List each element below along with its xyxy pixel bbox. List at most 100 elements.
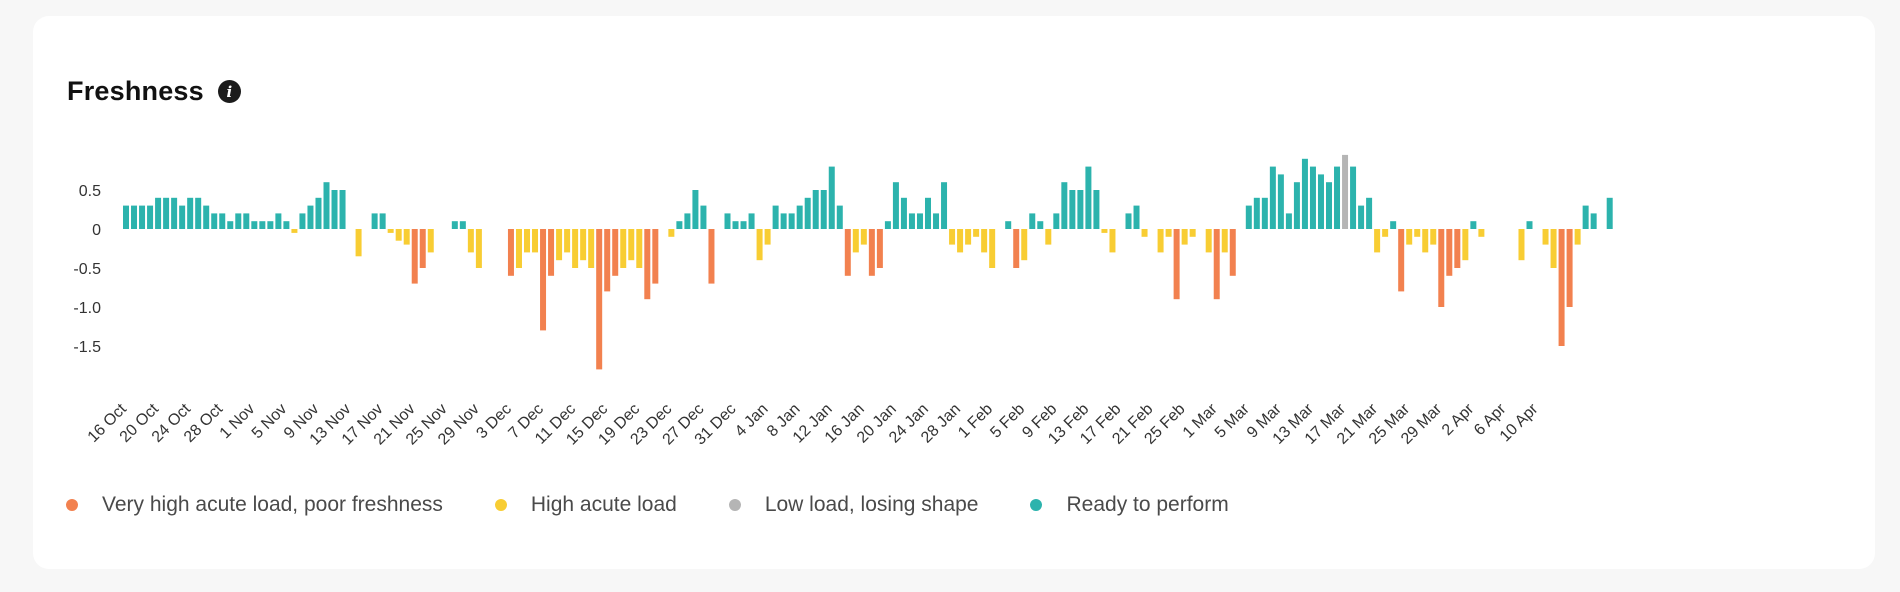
bar-ready[interactable]	[925, 197, 931, 229]
bar-ready[interactable]	[1590, 213, 1597, 229]
bar-high[interactable]	[764, 229, 771, 245]
bar-very-high[interactable]	[419, 229, 426, 268]
bar-ready[interactable]	[1053, 213, 1060, 229]
bar-ready[interactable]	[1269, 166, 1276, 229]
bar-high[interactable]	[467, 229, 474, 253]
bar-ready[interactable]	[684, 213, 691, 229]
bar-high[interactable]	[1189, 229, 1196, 237]
bar-high[interactable]	[515, 229, 522, 268]
bar-ready[interactable]	[339, 190, 346, 229]
bar-very-high[interactable]	[596, 229, 603, 370]
bar-very-high[interactable]	[540, 229, 547, 331]
bar-very-high[interactable]	[411, 229, 418, 284]
bar-ready[interactable]	[1253, 197, 1260, 229]
bar-ready[interactable]	[123, 205, 129, 229]
bar-ready[interactable]	[1093, 190, 1100, 229]
bar-very-high[interactable]	[507, 229, 514, 276]
bar-high[interactable]	[989, 229, 996, 268]
bar-ready[interactable]	[1005, 221, 1012, 229]
bar-ready[interactable]	[1125, 213, 1132, 229]
bar-ready[interactable]	[195, 197, 202, 229]
bar-ready[interactable]	[933, 213, 940, 229]
bar-ready[interactable]	[1037, 221, 1044, 229]
bar-high[interactable]	[965, 229, 972, 245]
bar-ready[interactable]	[1326, 182, 1332, 229]
bar-ready[interactable]	[1261, 197, 1268, 229]
bar-ready[interactable]	[1069, 190, 1076, 229]
bar-ready[interactable]	[243, 213, 250, 229]
bar-high[interactable]	[852, 229, 859, 253]
bar-very-high[interactable]	[652, 229, 659, 284]
bar-very-high[interactable]	[868, 229, 875, 276]
bar-high[interactable]	[1165, 229, 1172, 237]
bar-ready[interactable]	[692, 190, 699, 229]
bar-high[interactable]	[1406, 229, 1413, 245]
bar-ready[interactable]	[307, 205, 314, 229]
bar-ready[interactable]	[331, 190, 338, 229]
bar-high[interactable]	[1374, 229, 1381, 253]
bar-very-high[interactable]	[876, 229, 883, 268]
bar-ready[interactable]	[1061, 182, 1068, 229]
bar-high[interactable]	[1157, 229, 1164, 253]
bar-very-high[interactable]	[1013, 229, 1020, 268]
bar-high[interactable]	[1518, 229, 1525, 261]
legend-item-ready[interactable]: Ready to perform	[1030, 493, 1229, 517]
bar-ready[interactable]	[1285, 213, 1292, 229]
bar-very-high[interactable]	[1173, 229, 1180, 300]
bar-ready[interactable]	[323, 182, 330, 229]
bar-ready[interactable]	[211, 213, 218, 229]
bar-ready[interactable]	[1390, 221, 1397, 229]
bar-ready[interactable]	[1077, 190, 1084, 229]
bar-ready[interactable]	[1085, 166, 1092, 229]
bar-high[interactable]	[1414, 229, 1421, 237]
bar-high[interactable]	[668, 229, 675, 237]
bar-very-high[interactable]	[1398, 229, 1405, 292]
bar-very-high[interactable]	[604, 229, 611, 292]
bar-high[interactable]	[291, 229, 298, 233]
bar-ready[interactable]	[171, 197, 178, 229]
bar-ready[interactable]	[1470, 221, 1477, 229]
bar-ready[interactable]	[1301, 158, 1308, 229]
bar-high[interactable]	[427, 229, 434, 253]
bar-ready[interactable]	[740, 221, 747, 229]
bar-ready[interactable]	[1309, 166, 1316, 229]
bar-ready[interactable]	[812, 190, 819, 229]
info-icon[interactable]: i	[217, 80, 241, 103]
bar-very-high[interactable]	[1446, 229, 1453, 276]
bar-high[interactable]	[1045, 229, 1052, 245]
bar-high[interactable]	[628, 229, 635, 261]
bar-ready[interactable]	[187, 197, 194, 229]
bar-ready[interactable]	[299, 213, 306, 229]
bar-ready[interactable]	[1334, 166, 1341, 229]
bar-high[interactable]	[1422, 229, 1429, 253]
bar-ready[interactable]	[820, 190, 827, 229]
bar-ready[interactable]	[315, 197, 322, 229]
bar-ready[interactable]	[1029, 213, 1036, 229]
bar-very-high[interactable]	[1558, 229, 1565, 346]
bar-high[interactable]	[981, 229, 988, 253]
bar-very-high[interactable]	[1229, 229, 1236, 276]
bar-ready[interactable]	[788, 213, 795, 229]
bar-high[interactable]	[387, 229, 394, 233]
bar-high[interactable]	[1021, 229, 1028, 261]
bar-ready[interactable]	[916, 213, 923, 229]
bar-ready[interactable]	[796, 205, 803, 229]
bar-high[interactable]	[564, 229, 571, 253]
bar-ready[interactable]	[900, 197, 907, 229]
bar-ready[interactable]	[283, 221, 290, 229]
legend-item-low[interactable]: Low load, losing shape	[728, 493, 978, 517]
bar-high[interactable]	[1542, 229, 1549, 245]
bar-ready[interactable]	[836, 205, 843, 229]
bar-high[interactable]	[860, 229, 867, 245]
bar-high[interactable]	[1101, 229, 1108, 233]
bar-ready[interactable]	[780, 213, 787, 229]
bar-high[interactable]	[395, 229, 402, 241]
bar-low[interactable]	[1342, 154, 1349, 229]
bar-ready[interactable]	[1277, 174, 1284, 229]
bar-ready[interactable]	[179, 205, 186, 229]
bar-high[interactable]	[1550, 229, 1557, 268]
bar-high[interactable]	[572, 229, 579, 268]
bar-ready[interactable]	[1293, 182, 1300, 229]
bar-ready[interactable]	[941, 182, 948, 229]
bar-high[interactable]	[949, 229, 956, 245]
